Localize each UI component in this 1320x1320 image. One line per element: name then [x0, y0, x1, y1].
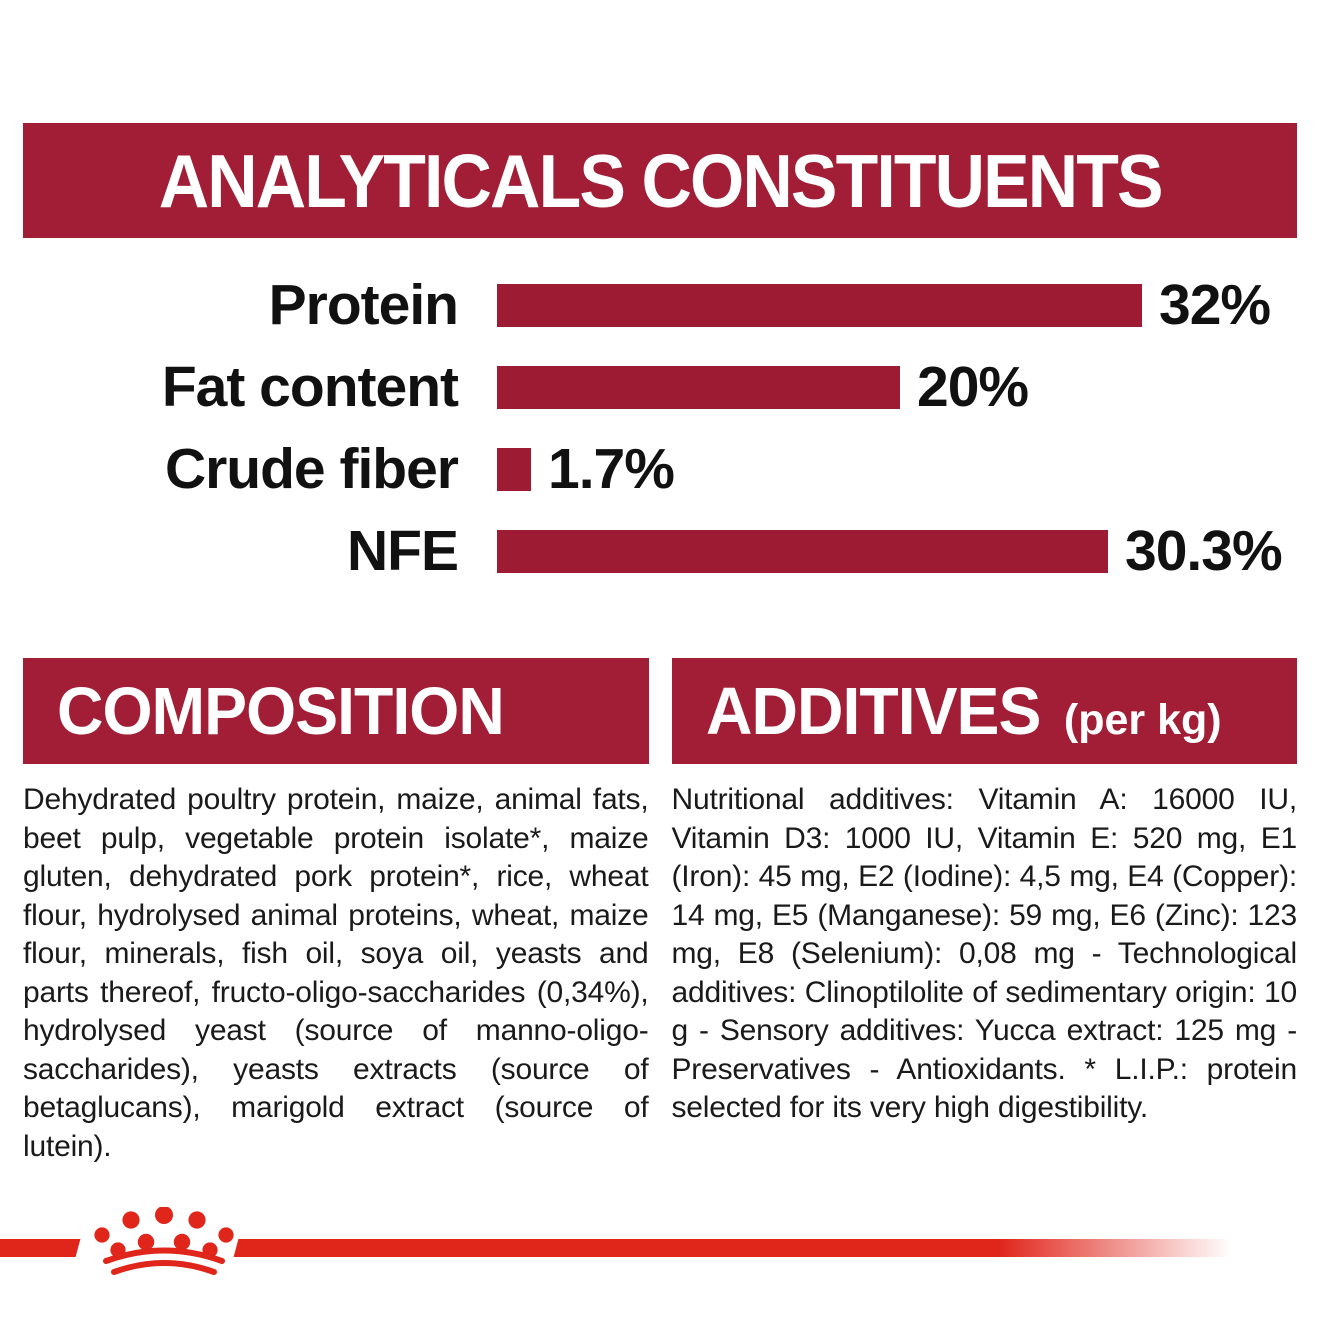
composition-header-banner: COMPOSITION — [23, 658, 649, 764]
additives-header-banner: ADDITIVES (per kg) — [671, 658, 1297, 764]
bar-area: 20% — [497, 354, 1029, 420]
analyticals-header-banner: ANALYTICALS CONSTITUENTS — [23, 123, 1297, 238]
chart-row-value: 32% — [1159, 273, 1271, 337]
footer-accent-line — [0, 1239, 1232, 1257]
chart-row-value: 30.3% — [1125, 519, 1283, 583]
chart-row-crude-fiber: Crude fiber 1.7% — [0, 428, 1320, 510]
composition-title-row: COMPOSITION — [57, 673, 522, 750]
royal-canin-crown-logo — [94, 1207, 234, 1275]
composition-section: COMPOSITION Dehydrated poultry protein, … — [23, 658, 649, 1196]
additives-title-row: ADDITIVES (per kg) — [706, 673, 1222, 750]
chart-row-fat-content: Fat content 20% — [0, 346, 1320, 428]
additives-title-suffix: (per kg) — [1063, 695, 1222, 744]
bar-area: 1.7% — [497, 436, 675, 502]
chart-bar — [497, 529, 1108, 573]
chart-row-value: 1.7% — [548, 437, 675, 501]
chart-row-protein: Protein 32% — [0, 264, 1320, 346]
chart-row-nfe: NFE 30.3% — [0, 510, 1320, 592]
info-columns: COMPOSITION Dehydrated poultry protein, … — [23, 658, 1297, 1196]
additives-title: ADDITIVES — [705, 673, 1041, 749]
additives-section: ADDITIVES (per kg) Nutritional additives… — [671, 658, 1298, 1196]
bar-area: 30.3% — [497, 518, 1283, 584]
chart-row-label: Protein — [268, 273, 459, 337]
chart-row-label: Fat content — [161, 355, 459, 419]
bar-area: 32% — [497, 272, 1271, 338]
analyticals-title: ANALYTICALS CONSTITUENTS — [158, 138, 1164, 223]
composition-body-text: Dehydrated poultry protein, maize, anima… — [23, 783, 649, 1163]
chart-row-label: NFE — [347, 519, 459, 583]
chart-bar — [497, 365, 900, 409]
chart-row-value: 20% — [917, 355, 1029, 419]
chart-bar — [497, 283, 1142, 327]
chart-row-label: Crude fiber — [164, 437, 459, 501]
chart-bar — [497, 447, 531, 491]
analyticals-bar-chart: Protein 32% Fat content 20% Crude fiber … — [0, 264, 1320, 592]
additives-body-text: Nutritional additives: Vitamin A: 16000 … — [671, 783, 1298, 1124]
composition-title: COMPOSITION — [57, 673, 505, 749]
